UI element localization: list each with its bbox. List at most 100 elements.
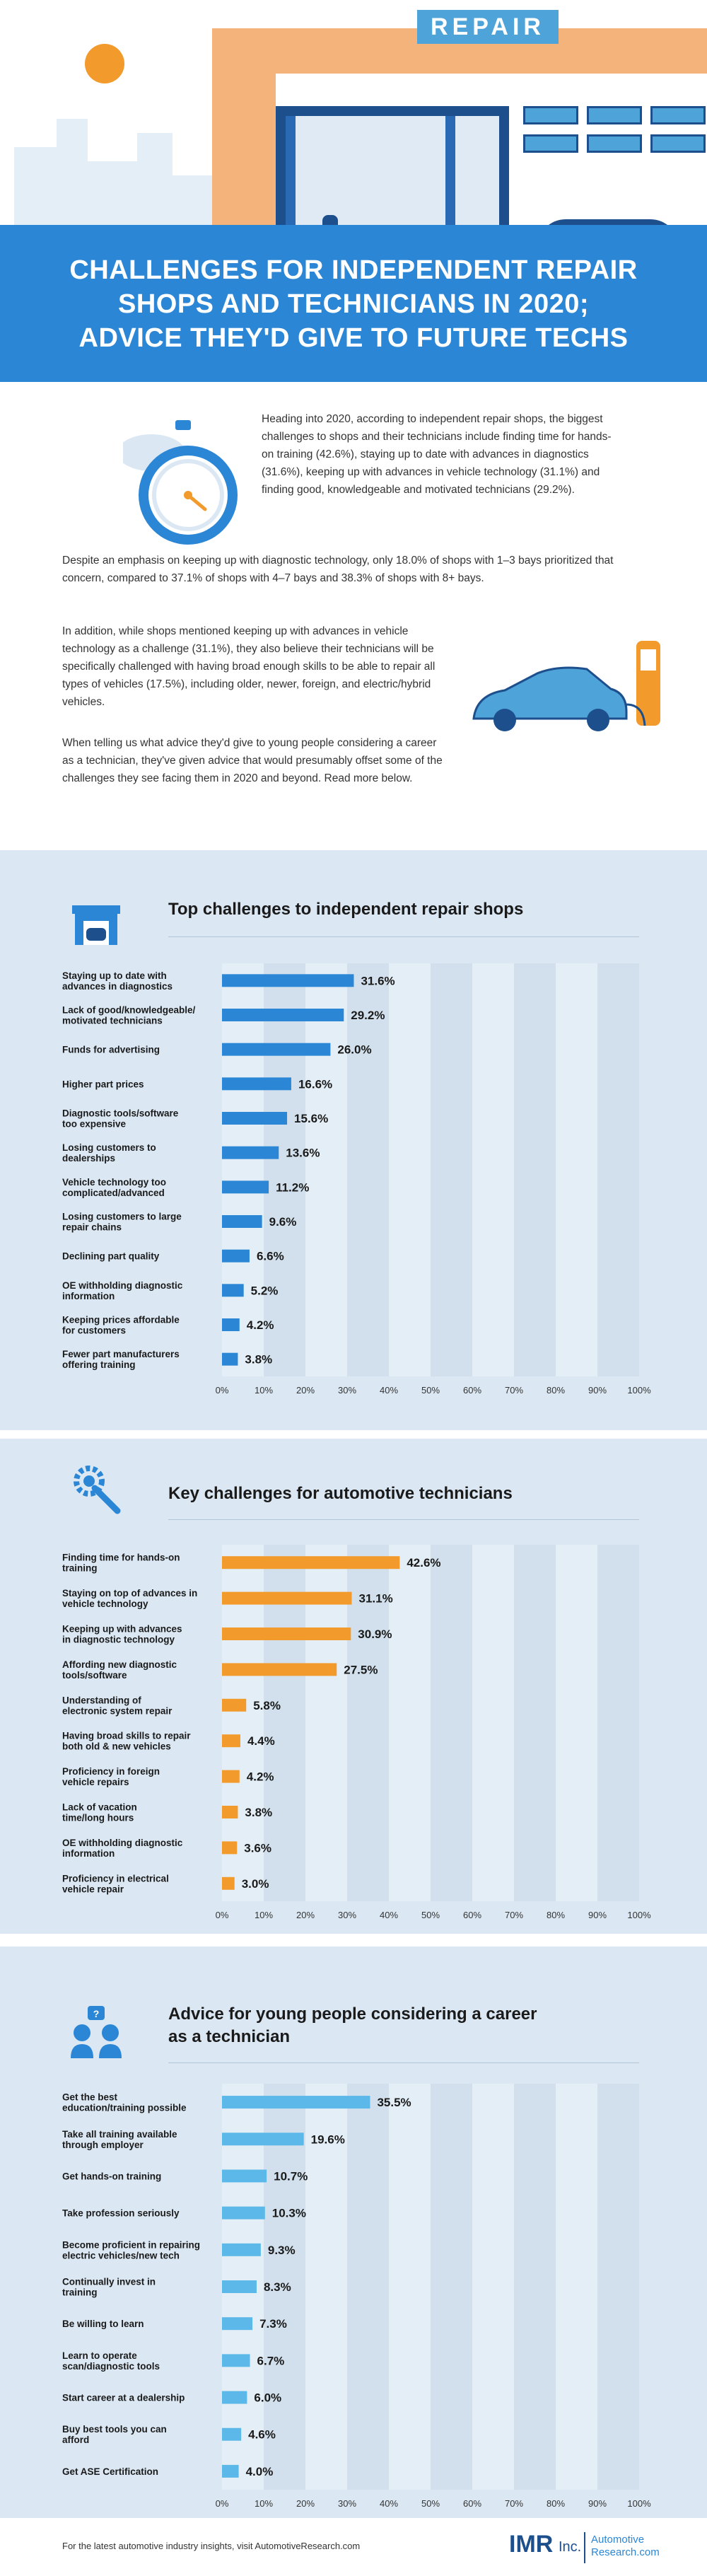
category-label-line: Vehicle technology too: [62, 1177, 166, 1188]
category-label: OE withholding diagnostic information: [62, 1280, 183, 1301]
category-label-line: Get ASE Certification: [62, 2466, 158, 2477]
sun-icon: [85, 44, 124, 83]
bar: [222, 1249, 250, 1263]
bar: [222, 1215, 262, 1228]
x-tick-label: 90%: [588, 1385, 607, 1396]
skyline-building: [88, 161, 137, 225]
garage-bay: [276, 106, 509, 225]
logo-ar-line-1: Automotive: [591, 2534, 645, 2546]
grid-band: [556, 1545, 597, 1901]
category-label: Declining part quality: [62, 1251, 160, 1262]
category-label: Losing customers to dealerships: [62, 1142, 156, 1164]
category-label: Take profession seriously: [62, 2208, 180, 2219]
category-label: Get ASE Certification: [62, 2466, 158, 2477]
grid-band: [472, 963, 514, 1376]
value-label: 16.6%: [298, 1077, 332, 1091]
shop-windows: [516, 106, 707, 177]
bar: [222, 2280, 257, 2293]
category-label-line: Higher part prices: [62, 1079, 144, 1089]
grid-band: [347, 963, 389, 1376]
x-tick-label: 70%: [505, 1385, 523, 1396]
title-line-2: SHOPS AND TECHNICIANS IN 2020;: [117, 289, 590, 319]
category-label: Diagnostic tools/software too expensive: [62, 1108, 179, 1130]
value-label: 19.6%: [311, 2133, 345, 2146]
category-label-line: Staying on top of advances in: [62, 1588, 197, 1599]
x-tick-label: 80%: [547, 1385, 565, 1396]
category-label: Become proficient in repairing electric v…: [62, 2239, 200, 2261]
category-label-line: time/long hours: [62, 1813, 134, 1823]
category-label-line: information: [62, 1848, 115, 1859]
section-title-line-1: Advice for young people considering a ca…: [168, 2004, 537, 2024]
grid-band: [431, 963, 472, 1376]
x-tick-label: 0%: [216, 1910, 229, 1920]
x-tick-label: 50%: [421, 1910, 440, 1920]
automotive-research-logo: Automotive Research.com: [591, 2534, 660, 2559]
category-label-line: Buy best tools you can: [62, 2424, 167, 2435]
x-tick-label: 100%: [627, 1910, 651, 1920]
category-label-line: Losing customers to large: [62, 1212, 182, 1222]
value-label: 5.8%: [253, 1699, 281, 1712]
category-label-line: vehicle repair: [62, 1884, 124, 1894]
section-divider: [168, 936, 639, 937]
grid-band: [264, 963, 305, 1376]
title-line-1: CHALLENGES FOR INDEPENDENT REPAIR: [69, 255, 638, 285]
grid-band: [597, 2084, 639, 2490]
bar: [222, 1318, 240, 1331]
grid-band: [597, 1545, 639, 1901]
value-label: 8.3%: [264, 2280, 291, 2294]
category-label-line: Affording new diagnostic: [62, 1659, 177, 1670]
bar: [222, 1734, 240, 1748]
x-tick-label: 30%: [338, 2498, 356, 2509]
bar: [222, 2096, 370, 2109]
bar: [222, 2354, 250, 2367]
bar: [222, 1591, 352, 1605]
section-advice: ? Advice for young people considering a …: [0, 1946, 707, 2518]
imr-logo: IMR: [509, 2531, 554, 2558]
category-label-line: Become proficient in repairing: [62, 2239, 200, 2250]
bar: [222, 2427, 242, 2441]
category-label: OE withholding diagnostic information: [62, 1838, 183, 1859]
mechanic-icon: [322, 215, 338, 225]
value-label: 10.7%: [274, 2169, 308, 2183]
category-label: Learn to operate scan/diagnostic tools: [62, 2350, 160, 2372]
gear-wrench-icon: [74, 1466, 121, 1514]
x-tick-label: 0%: [216, 2498, 229, 2509]
category-label: Buy best tools you can afford: [62, 2424, 167, 2445]
category-label: Staying on top of advances in vehicle tec…: [62, 1588, 197, 1609]
stopwatch-icon: [123, 420, 238, 545]
grid-band: [222, 963, 264, 1376]
intro-paragraph-4: When telling us what advice they'd give …: [62, 737, 443, 784]
category-label: Be willing to learn: [62, 2319, 144, 2329]
bar: [222, 1876, 235, 1890]
section-title: Top challenges to independent repair sho…: [168, 900, 524, 919]
category-label-line: Start career at a dealership: [62, 2393, 185, 2403]
chart-shop-challenges: 0% 10% 20% 30% 40% 50% 60% 70% 80% 90% 100% 31.6% St…: [62, 963, 651, 1396]
bar: [222, 1146, 279, 1159]
category-label: Affording new diagnostic tools/software: [62, 1659, 177, 1681]
title-banner: CHALLENGES FOR INDEPENDENT REPAIR SHOPS …: [0, 225, 707, 382]
value-label: 5.2%: [251, 1284, 279, 1297]
category-label-line: Proficiency in foreign: [62, 1766, 160, 1777]
section-shop-challenges: Top challenges to independent repair sho…: [0, 850, 707, 1430]
lift-rack: [445, 116, 455, 225]
grid-band: [556, 963, 597, 1376]
repair-shop-building: [212, 28, 707, 225]
bar: [222, 1077, 291, 1091]
x-tick-label: 90%: [588, 1910, 607, 1920]
category-label-line: dealerships: [62, 1153, 115, 1164]
grid-band: [514, 2084, 556, 2490]
value-label: 9.3%: [268, 2244, 296, 2257]
x-tick-label: 20%: [296, 1385, 315, 1396]
category-label-line: motivated technicians: [62, 1016, 163, 1026]
grid-band: [389, 1545, 431, 1901]
x-tick-label: 70%: [505, 2498, 523, 2509]
category-label-line: vehicle repairs: [62, 1777, 129, 1787]
x-tick-label: 10%: [255, 1385, 273, 1396]
category-label: Get hands-on training: [62, 2171, 161, 2181]
footer-note: For the latest automotive industry insig…: [62, 2541, 361, 2551]
category-label: Keeping up with advances in diagnostic te…: [62, 1624, 182, 1645]
bar: [222, 1806, 238, 1818]
bar: [222, 2133, 304, 2146]
hero-illustration: REPAIR: [0, 0, 707, 225]
value-label: 15.6%: [294, 1112, 328, 1125]
